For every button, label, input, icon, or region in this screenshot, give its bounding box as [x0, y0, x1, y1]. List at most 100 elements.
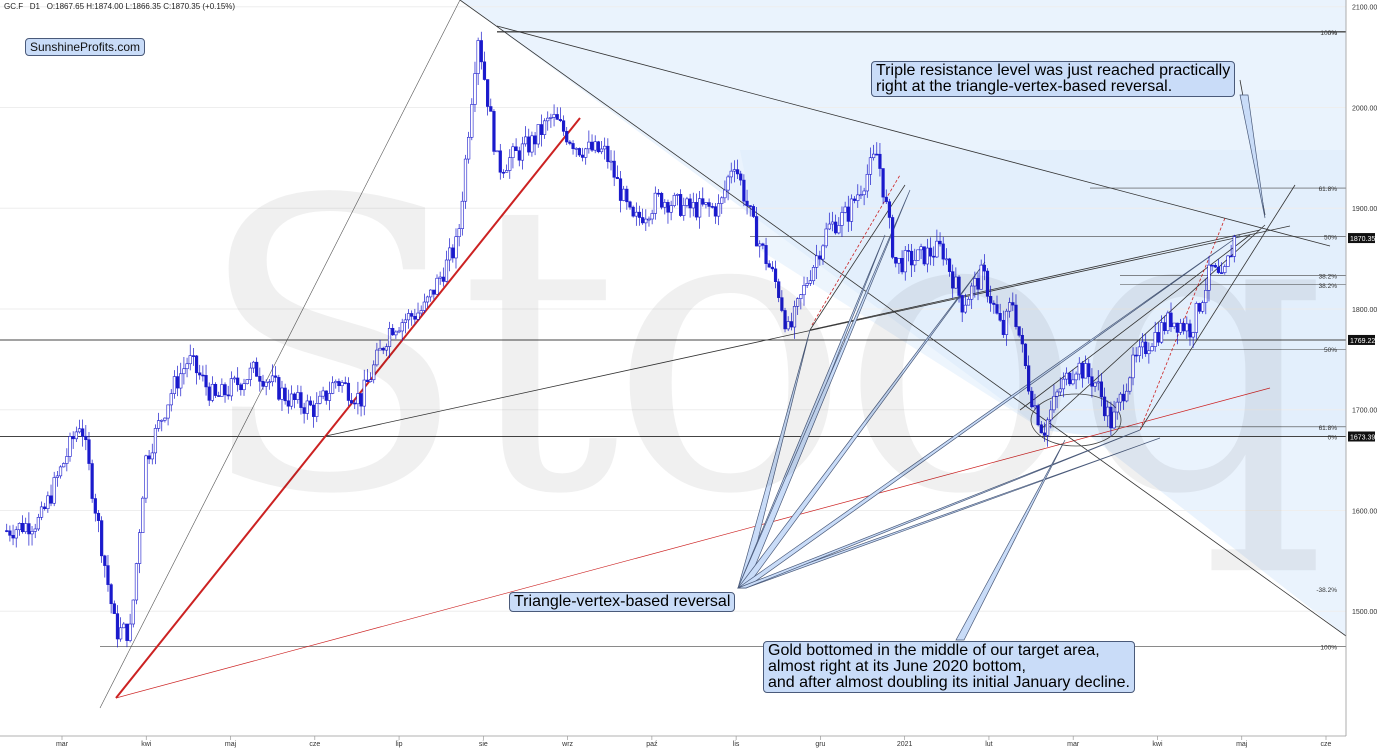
candle-body: [691, 202, 695, 209]
candle-body: [36, 517, 40, 530]
candle-body: [685, 198, 689, 206]
candle-body: [327, 393, 332, 401]
candle-body: [90, 463, 94, 499]
candle-body: [758, 243, 762, 247]
candle-body: [992, 302, 996, 305]
level-label: 0%: [1328, 435, 1338, 442]
candle-body: [726, 176, 730, 191]
candle-body: [87, 439, 91, 464]
level-label: 0%: [1328, 30, 1338, 37]
candle-body: [960, 295, 964, 313]
candlesticks: [5, 31, 1236, 648]
annotation-gold-bottom: Gold bottomed in the middle of our targe…: [763, 641, 1135, 693]
candle-body: [546, 117, 550, 122]
candle-body: [55, 475, 59, 478]
candle-body: [454, 236, 458, 259]
candle-body: [723, 189, 727, 199]
candle-body: [160, 419, 164, 422]
candle-body: [1128, 377, 1132, 392]
candle-body: [773, 268, 778, 282]
candle-body: [761, 243, 765, 246]
level-label: 61.8%: [1319, 186, 1338, 193]
candle-body: [830, 221, 835, 225]
candle-body: [482, 61, 487, 80]
candle-body: [394, 331, 398, 336]
candle-body: [362, 379, 366, 407]
candle-body: [1194, 303, 1198, 333]
candle-body: [403, 319, 407, 323]
trend-line: [115, 117, 581, 699]
candle-body: [527, 136, 531, 153]
candle-body: [865, 174, 869, 192]
candle-body: [248, 367, 252, 380]
candle-body: [1102, 396, 1107, 417]
candle-body: [71, 436, 75, 440]
candle-body: [119, 627, 123, 640]
candle-body: [587, 141, 591, 150]
candle-body: [777, 281, 781, 298]
candle-body: [735, 169, 740, 175]
candle-body: [33, 528, 37, 532]
candle-body: [922, 246, 926, 265]
brand-logo[interactable]: SunshineProfits.com: [25, 38, 146, 56]
candle-body: [185, 363, 189, 370]
candle-body: [387, 327, 392, 347]
candle-body: [508, 157, 512, 171]
candle-body: [346, 382, 351, 401]
candle-body: [429, 289, 433, 298]
x-tick-label: kwi: [1152, 741, 1163, 748]
candle-body: [1166, 312, 1170, 331]
candle-body: [571, 143, 575, 149]
candle-body: [201, 374, 205, 377]
candle-body: [1099, 381, 1104, 398]
candle-body: [39, 506, 44, 518]
candle-body: [182, 368, 186, 375]
candle-body: [998, 312, 1002, 321]
level-label: 38.2%: [1319, 274, 1338, 281]
candle-body: [340, 382, 344, 387]
candle-body: [539, 124, 544, 135]
candle-body: [1036, 405, 1040, 426]
candle-body: [1118, 393, 1122, 403]
candle-body: [1058, 388, 1062, 393]
candle-body: [618, 178, 623, 201]
candle-body: [1077, 362, 1081, 375]
candle-body: [739, 173, 743, 181]
candle-body: [710, 206, 714, 208]
candle-body: [799, 294, 803, 299]
candle-body: [846, 206, 850, 222]
candle-body: [666, 202, 670, 213]
candle-body: [1201, 302, 1205, 312]
candle-body: [24, 523, 28, 533]
candle-body: [1027, 365, 1031, 392]
candle-body: [400, 322, 404, 332]
candle-body: [1232, 236, 1236, 257]
candle-body: [1001, 319, 1005, 335]
callout-pointer: [955, 439, 1066, 641]
candle-body: [128, 623, 132, 641]
bottom-ellipse: [1030, 393, 1122, 447]
candle-body: [1216, 266, 1221, 273]
candle-body: [77, 428, 82, 433]
candle-body: [1213, 265, 1217, 268]
candle-body: [824, 228, 828, 247]
candle-body: [982, 264, 986, 272]
candle-body: [1083, 363, 1088, 379]
candle-body: [1150, 346, 1154, 352]
candle-body: [299, 392, 303, 408]
candle-body: [65, 456, 69, 464]
x-tick-label: paź: [646, 741, 658, 748]
candle-body: [486, 79, 490, 107]
candle-body: [536, 124, 540, 145]
candle-body: [542, 120, 547, 135]
candle-body: [220, 384, 224, 397]
annotation-triangle-vertex: Triangle-vertex-based reversal: [509, 592, 736, 612]
candle-body: [552, 114, 556, 118]
candle-body: [827, 223, 831, 230]
trend-lines: [99, 0, 1347, 709]
candle-body: [622, 188, 626, 201]
candle-body: [821, 245, 825, 260]
candle-body: [1109, 406, 1113, 429]
candle-body: [416, 312, 420, 320]
